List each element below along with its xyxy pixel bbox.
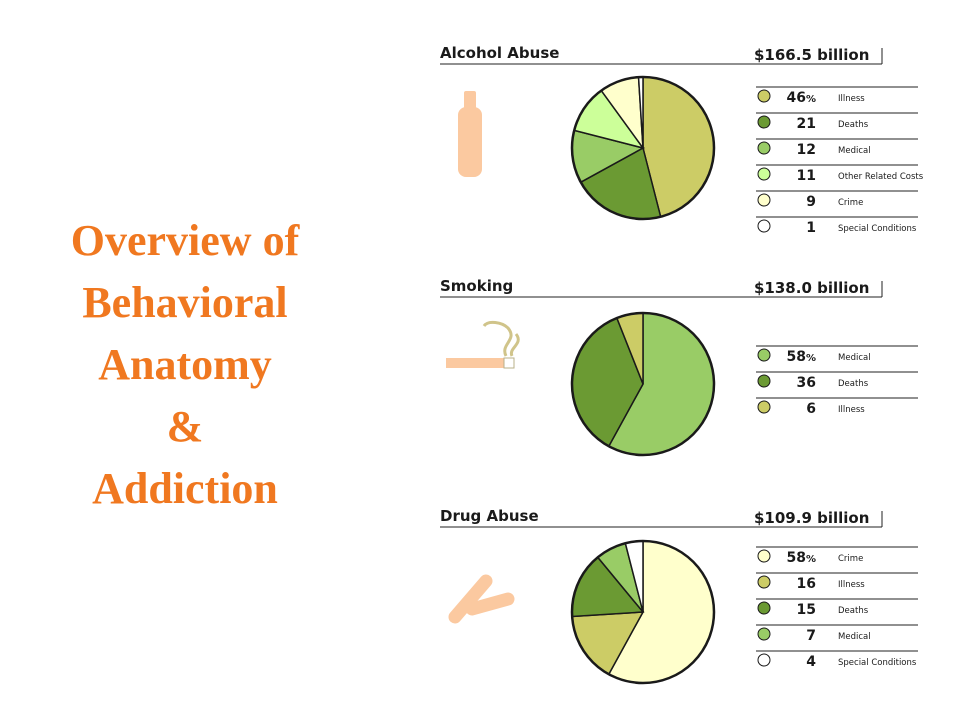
- legend-swatch: [757, 653, 771, 667]
- title-line: Overview of: [70, 216, 300, 265]
- chart-title: Smoking: [440, 277, 513, 295]
- legend-value: 4: [806, 654, 816, 670]
- legend-row: 58% Medical: [756, 345, 918, 365]
- legend-value: 21: [797, 116, 816, 132]
- legend-swatch: [757, 219, 771, 233]
- bottle-icon: [458, 91, 482, 177]
- legend: 46% Illness 21 Deaths 12 Medical 11 Other Relat…: [756, 86, 924, 236]
- cigarette-tip: [503, 357, 515, 369]
- pill: [448, 574, 493, 624]
- legend-swatch: [757, 549, 771, 563]
- legend-value: 58%: [786, 349, 816, 365]
- title-line: &: [166, 402, 204, 451]
- pills-icon: [448, 574, 515, 624]
- chart-2: Smoking $138.0 billion 58% Medical 36 Deaths 6…: [440, 277, 918, 457]
- legend-value: 6: [806, 401, 816, 417]
- legend-row: 16 Illness: [756, 572, 918, 592]
- legend-label: Crime: [838, 198, 863, 208]
- legend-label: Crime: [838, 554, 863, 564]
- slide-title: Overview of Behavioral Anatomy & Addicti…: [20, 210, 350, 520]
- chart-total: $138.0 billion: [754, 279, 869, 297]
- smoke-wisp: [509, 333, 520, 357]
- legend-swatch: [757, 348, 771, 362]
- bottle-body: [458, 107, 482, 177]
- legend-row: 36 Deaths: [756, 371, 918, 391]
- legend-value: 12: [797, 142, 816, 158]
- legend-swatch: [757, 575, 771, 589]
- chart-3: Drug Abuse $109.9 billion 58% Crime 16 Illnes…: [440, 507, 918, 685]
- legend-row: 9 Crime: [756, 190, 918, 210]
- smoke-wisp: [482, 320, 513, 357]
- legend-value: 7: [806, 628, 816, 644]
- legend-row: 11 Other Related Costs: [756, 164, 924, 184]
- chart-title: Alcohol Abuse: [440, 44, 559, 62]
- chart-total: $109.9 billion: [754, 509, 869, 527]
- chart-1: Alcohol Abuse $166.5 billion 46% Illness 21 D…: [440, 44, 924, 236]
- legend-value: 1: [806, 220, 816, 236]
- legend-label: Special Conditions: [838, 658, 917, 668]
- chart-title: Drug Abuse: [440, 507, 539, 525]
- bottle-neck: [464, 91, 476, 111]
- legend-value: 36: [797, 375, 816, 391]
- pie: [570, 75, 716, 221]
- legend-swatch: [757, 167, 771, 181]
- legend-swatch: [757, 89, 771, 103]
- legend-label: Deaths: [838, 120, 869, 130]
- legend-value: 11: [797, 168, 816, 184]
- legend-label: Illness: [838, 405, 865, 415]
- chart-total: $166.5 billion: [754, 46, 869, 64]
- title-line: Anatomy: [98, 340, 272, 389]
- legend-value: 58%: [786, 550, 816, 566]
- title-line: Addiction: [92, 464, 278, 513]
- legend-row: 7 Medical: [756, 624, 918, 644]
- legend-label: Special Conditions: [838, 224, 917, 234]
- legend-label: Deaths: [838, 379, 869, 389]
- legend-value: 15: [797, 602, 816, 618]
- legend-value: 46%: [786, 90, 816, 106]
- legend-row: 21 Deaths: [756, 112, 918, 132]
- legend-row: 58% Crime: [756, 546, 918, 566]
- legend-swatch: [757, 115, 771, 129]
- legend-row: 4 Special Conditions: [756, 650, 918, 670]
- pie: [570, 539, 716, 685]
- legend-label: Illness: [838, 94, 865, 104]
- legend-value: 9: [806, 194, 816, 210]
- title-line: Behavioral: [82, 278, 288, 327]
- legend-row: 6 Illness: [756, 397, 918, 417]
- legend-row: 12 Medical: [756, 138, 918, 158]
- pie-outline: [570, 75, 716, 221]
- pie-outline: [570, 311, 716, 457]
- legend-swatch: [757, 141, 771, 155]
- legend-row: 15 Deaths: [756, 598, 918, 618]
- legend-swatch: [757, 193, 771, 207]
- legend-label: Medical: [838, 353, 871, 363]
- legend-swatch: [757, 374, 771, 388]
- legend-label: Medical: [838, 632, 871, 642]
- legend-row: 46% Illness: [756, 86, 918, 106]
- legend: 58% Medical 36 Deaths 6 Illness: [756, 345, 918, 417]
- legend-label: Other Related Costs: [838, 172, 924, 182]
- cigarette-icon: [446, 320, 520, 369]
- legend-label: Deaths: [838, 606, 869, 616]
- legend-swatch: [757, 601, 771, 615]
- legend-swatch: [757, 400, 771, 414]
- legend-row: 1 Special Conditions: [756, 216, 918, 236]
- cigarette-body: [446, 358, 504, 368]
- legend-value: 16: [797, 576, 816, 592]
- pill: [465, 592, 515, 616]
- legend: 58% Crime 16 Illness 15 Deaths 7 Medical 4 Specia…: [756, 546, 918, 670]
- legend-label: Medical: [838, 146, 871, 156]
- pie: [570, 311, 716, 457]
- pie-outline: [570, 539, 716, 685]
- legend-label: Illness: [838, 580, 865, 590]
- legend-swatch: [757, 627, 771, 641]
